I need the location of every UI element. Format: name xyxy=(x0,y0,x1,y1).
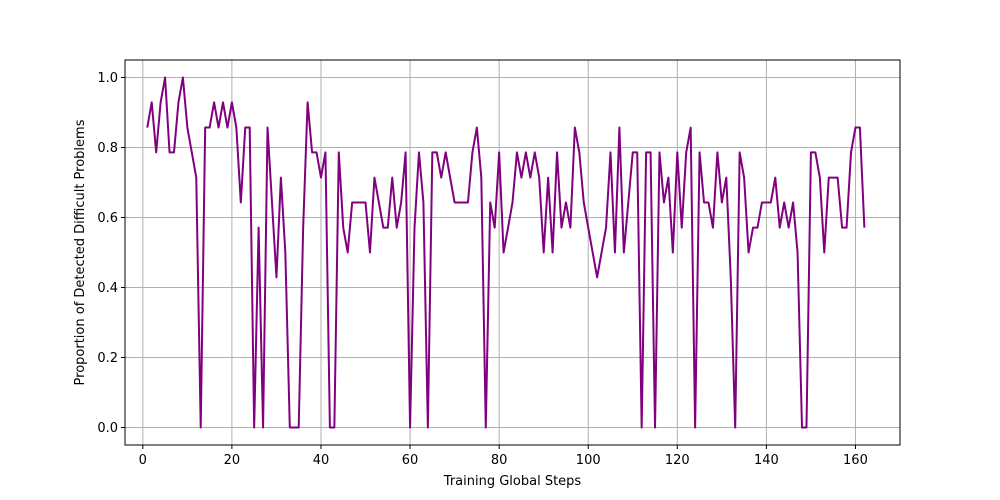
grid xyxy=(125,60,900,445)
y-axis-label: Proportion of Detected Difficult Problem… xyxy=(73,119,88,385)
y-tick-label: 0.0 xyxy=(97,421,118,436)
x-tick-label: 0 xyxy=(139,453,147,468)
y-tick-label: 0.8 xyxy=(97,141,118,156)
x-tick-label: 80 xyxy=(491,453,508,468)
x-tick-label: 100 xyxy=(576,453,601,468)
y-tick-label: 0.2 xyxy=(97,351,118,366)
x-tick-label: 20 xyxy=(224,453,241,468)
x-tick-label: 160 xyxy=(843,453,868,468)
axis-ticks: 0 20 40 60 80 100 120 140 160 0.0 0.2 0.4 0.6 0.8 1.0 xyxy=(97,71,868,468)
x-axis-label: Training Global Steps xyxy=(443,474,582,489)
plot-area-frame xyxy=(124,59,901,446)
x-tick-label: 60 xyxy=(402,453,419,468)
x-tick-label: 140 xyxy=(754,453,779,468)
series-line xyxy=(146,76,866,429)
x-tick-label: 120 xyxy=(665,453,690,468)
series-layer xyxy=(146,76,866,429)
x-tick-label: 40 xyxy=(313,453,330,468)
y-tick-label: 1.0 xyxy=(97,71,118,86)
y-tick-label: 0.4 xyxy=(97,281,118,296)
y-tick-label: 0.6 xyxy=(97,211,118,226)
